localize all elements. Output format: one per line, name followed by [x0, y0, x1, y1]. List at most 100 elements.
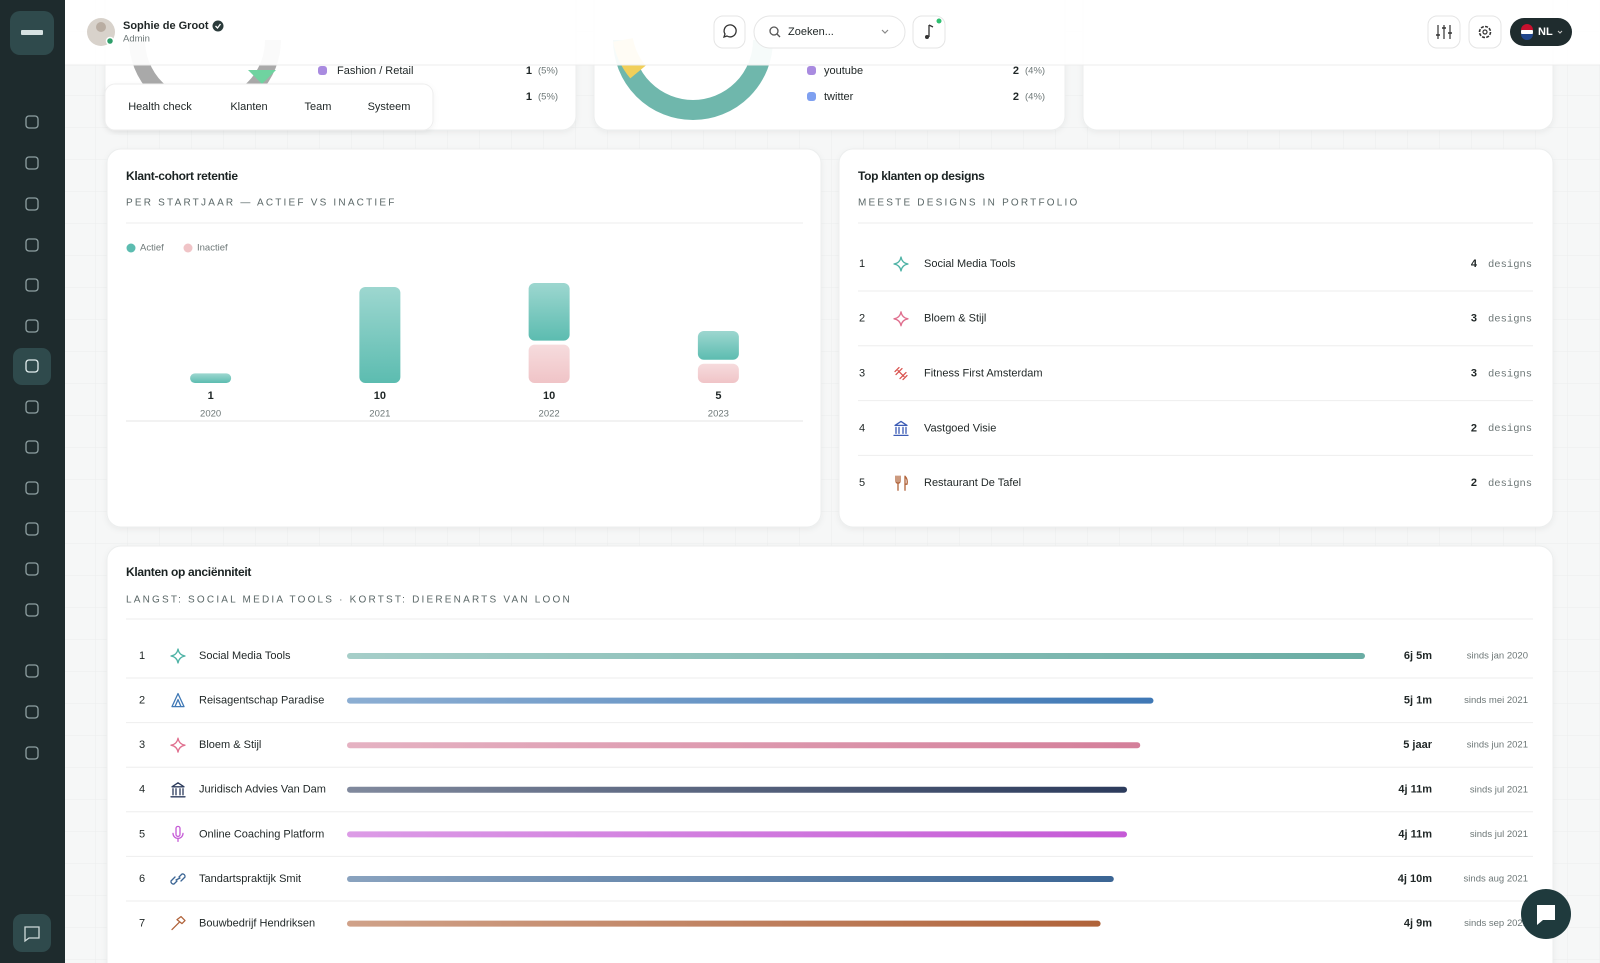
status-dot	[105, 36, 115, 46]
nav-icon[interactable]	[25, 238, 39, 252]
x-tick-label: 2021	[369, 409, 390, 420]
chat-button[interactable]	[713, 15, 746, 49]
bar	[347, 653, 1365, 659]
value-label: 5j 1m	[1404, 695, 1432, 707]
legend-share: (5%)	[538, 66, 558, 77]
nav-icon[interactable]	[25, 664, 39, 678]
icon	[895, 475, 908, 491]
total-label: 5	[715, 390, 721, 402]
since-label: sinds aug 2021	[1464, 874, 1528, 885]
rank: 6	[139, 873, 145, 885]
client-name: Online Coaching Platform	[199, 828, 324, 840]
tab[interactable]: Klanten	[230, 101, 267, 113]
icon	[894, 366, 908, 381]
verified-badge	[212, 20, 224, 32]
sidebar	[0, 0, 65, 963]
bar-segment	[697, 363, 739, 383]
donut-fragment	[248, 70, 276, 84]
legend-swatch	[318, 66, 327, 75]
bar-segment	[528, 283, 570, 341]
x-tick-label: 2023	[708, 409, 729, 420]
cohort-card: Klant-cohort retentie PER STARTJAAR — AC…	[106, 148, 822, 528]
language-label: NL	[1538, 26, 1553, 38]
rank: 5	[859, 477, 865, 489]
chevron	[1557, 30, 1563, 34]
legend-count: 1	[526, 65, 532, 77]
card-title: Klanten op anciënniteit	[126, 565, 251, 579]
card-subtitle: LANGST: SOCIAL MEDIA TOOLS · KORTST: DIE…	[126, 595, 572, 606]
nav-icon[interactable]	[25, 115, 39, 129]
nav-icon[interactable]	[25, 481, 39, 495]
nav-icon[interactable]	[25, 359, 39, 373]
card-subtitle: MEESTE DESIGNS IN PORTFOLIO	[858, 198, 1079, 209]
nav-icon[interactable]	[25, 522, 39, 536]
nav-icon[interactable]	[25, 400, 39, 414]
support-button[interactable]	[13, 914, 51, 952]
nav-icon[interactable]	[25, 440, 39, 454]
verified-check	[215, 23, 222, 29]
icon	[170, 648, 186, 664]
legend-label: Inactief	[197, 243, 228, 254]
x-tick-label: 2022	[539, 409, 560, 420]
rank: 5	[139, 828, 145, 840]
legend-label: Actief	[140, 243, 164, 254]
value-label: 6j 5m	[1404, 650, 1432, 662]
flag	[1521, 24, 1533, 30]
since-label: sinds mei 2021	[1464, 695, 1528, 706]
icon	[893, 256, 909, 272]
nav-icon[interactable]	[25, 278, 39, 292]
nav-icon[interactable]	[25, 156, 39, 170]
sliders-icon	[1436, 27, 1452, 36]
client-name: Bloem & Stijl	[924, 313, 986, 325]
chat-fab-icon	[1537, 905, 1555, 925]
tab[interactable]: Systeem	[368, 101, 411, 113]
designs-card: Top klanten op designs MEESTE DESIGNS IN…	[838, 148, 1554, 528]
chat-fab[interactable]	[1521, 889, 1571, 939]
nav-icon[interactable]	[25, 562, 39, 576]
chat-icon	[722, 24, 737, 39]
bar	[347, 697, 1154, 704]
total-label: 10	[543, 390, 555, 402]
rank: 2	[859, 313, 865, 325]
rank: 4	[139, 784, 145, 796]
x-tick-label: 2020	[200, 409, 221, 420]
legend-label: youtube	[824, 65, 863, 77]
icon	[170, 737, 186, 753]
legend-swatch	[126, 243, 136, 253]
legend-count: 2	[1013, 91, 1019, 103]
legend-share: (4%)	[1025, 66, 1045, 77]
tab[interactable]: Team	[305, 101, 332, 113]
tab-bar	[104, 83, 434, 131]
icon	[893, 311, 909, 327]
flag	[1521, 34, 1533, 40]
since-label: sinds jan 2020	[1467, 651, 1528, 662]
total-label: 1	[208, 390, 214, 402]
client-name: Fitness First Amsterdam	[924, 368, 1043, 380]
value-label: 4j 11m	[1398, 784, 1432, 796]
search-box[interactable]	[753, 15, 906, 49]
design-unit: designs	[1488, 478, 1532, 490]
nav-icon[interactable]	[25, 603, 39, 617]
settings-button[interactable]	[1468, 15, 1502, 49]
user-role: Admin	[123, 34, 150, 45]
search-icon	[769, 26, 779, 36]
card	[838, 148, 1554, 528]
client-name: Social Media Tools	[924, 258, 1016, 270]
rank: 3	[139, 739, 145, 751]
nav-icon[interactable]	[25, 319, 39, 333]
design-unit: designs	[1488, 314, 1532, 326]
icon	[170, 873, 186, 885]
client-name: Restaurant De Tafel	[924, 477, 1021, 489]
tab[interactable]: Health check	[128, 101, 192, 113]
icon	[170, 782, 186, 798]
legend-share: (5%)	[538, 92, 558, 103]
rank: 3	[859, 368, 865, 380]
design-unit: designs	[1488, 368, 1532, 380]
nav-icon[interactable]	[25, 197, 39, 211]
header: Sophie de Groot Admin Zoeken... NL	[65, 0, 1600, 66]
bar-segment	[359, 287, 401, 383]
client-name: Vastgoed Visie	[924, 422, 996, 434]
rank: 1	[859, 258, 865, 270]
nav-icon[interactable]	[25, 705, 39, 719]
nav-icon[interactable]	[25, 746, 39, 760]
